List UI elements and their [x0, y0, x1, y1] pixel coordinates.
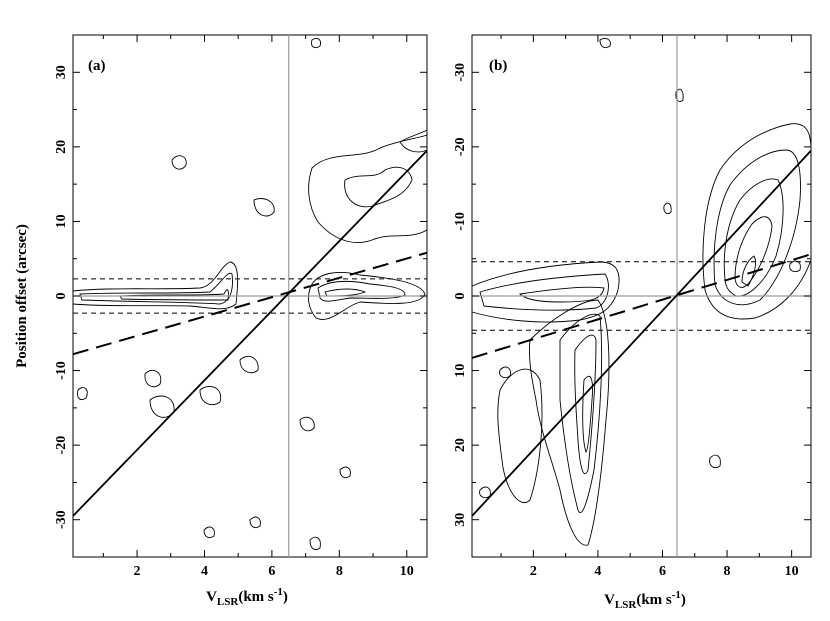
y-tick-label: -10: [54, 361, 69, 380]
contour: [599, 37, 611, 49]
contour: [199, 386, 222, 406]
panel-b-dashed-line: [471, 253, 812, 359]
panel-b: (b) 2 4 6 8 10 -30 -20 -10 0 10 20 30: [453, 34, 812, 579]
y-tick-label: 20: [54, 140, 69, 154]
x-label-end: ): [681, 592, 686, 608]
panel-a-x-axis-label: VLSR(km s-1): [206, 586, 288, 608]
x-label-main: V: [604, 592, 615, 608]
contour: [119, 289, 229, 301]
contour: [582, 375, 593, 453]
contour: [253, 198, 275, 217]
y-tick-label: 10: [453, 364, 468, 378]
y-tick-label: 0: [54, 293, 69, 300]
contour: [239, 356, 259, 374]
contour: [317, 280, 406, 302]
contour: [789, 260, 801, 273]
contour: [344, 166, 413, 208]
contour: [308, 134, 428, 244]
x-tick-label: 4: [201, 564, 208, 579]
contour: [663, 202, 672, 215]
x-tick-label: 4: [594, 564, 601, 579]
contour: [479, 486, 491, 499]
panel-b-contours: [471, 37, 812, 546]
y-tick-label: 20: [453, 438, 468, 452]
contour: [499, 366, 511, 379]
contour: [339, 466, 351, 479]
y-tick-label: -30: [54, 510, 69, 529]
panel-a-dashed-line: [72, 251, 428, 356]
contour: [79, 272, 233, 305]
contour: [203, 526, 215, 539]
y-tick-label: 30: [54, 65, 69, 79]
contour: [709, 454, 721, 469]
x-tick-label: 8: [724, 564, 731, 579]
contour: [741, 255, 757, 287]
contour: [497, 368, 543, 503]
panel-a-label: (a): [88, 58, 106, 74]
y-tick-label: -10: [453, 212, 468, 231]
contour: [675, 88, 684, 103]
panel-b-x-axis-label: VLSR(km s-1): [604, 589, 686, 611]
contour: [574, 334, 597, 475]
x-tick-label: 2: [134, 564, 141, 579]
contour: [77, 387, 88, 401]
panel-b-label: (b): [489, 58, 507, 74]
panel-a-contours: [72, 37, 428, 551]
panel-b-solid-line: [471, 149, 812, 517]
panel-a-ticks: 2 4 6 8 10 -30 -20 -10 0 10 20 30: [54, 34, 427, 579]
contour: [399, 129, 428, 153]
contour: [471, 261, 620, 323]
x-label-rest: (km s: [636, 592, 672, 608]
contour: [308, 272, 426, 320]
contour: [72, 261, 239, 310]
contour: [713, 149, 801, 306]
contour: [309, 536, 321, 551]
y-tick-label: -20: [453, 138, 468, 157]
x-label-sup: -1: [274, 586, 283, 598]
contour: [559, 313, 603, 513]
y-tick-label: 30: [453, 513, 468, 527]
x-tick-label: 6: [268, 564, 275, 579]
contour: [324, 288, 367, 297]
y-tick-label: 10: [54, 214, 69, 228]
panel-b-ticks: 2 4 6 8 10 -30 -20 -10 0 10 20 30: [453, 34, 811, 579]
x-label-sub: LSR: [615, 599, 637, 611]
x-tick-label: 8: [336, 564, 343, 579]
x-label-sup: -1: [672, 589, 681, 601]
x-label-rest: (km s: [238, 589, 274, 605]
y-tick-label: -30: [453, 63, 468, 82]
x-tick-label: 10: [400, 564, 414, 579]
panel-a: (a) 2 4 6 8 10 -30 -20 -10 0 10 20 30: [54, 34, 428, 579]
y-axis-label: Position offset (arcsec): [14, 224, 30, 368]
x-tick-label: 10: [785, 564, 799, 579]
contour: [519, 286, 605, 303]
contour: [734, 216, 773, 288]
x-tick-label: 2: [530, 564, 537, 579]
contour: [144, 370, 162, 388]
contour: [299, 416, 315, 432]
x-label-end: ): [283, 589, 288, 605]
panel-a-solid-line: [72, 149, 428, 517]
contour: [479, 273, 609, 311]
x-label-main: V: [206, 589, 217, 605]
contour: [529, 299, 610, 546]
y-tick-label: 0: [453, 293, 468, 300]
y-tick-label: -20: [54, 436, 69, 455]
contour: [311, 37, 321, 49]
x-tick-label: 6: [659, 564, 666, 579]
x-label-sub: LSR: [217, 596, 239, 608]
contour: [249, 516, 261, 529]
contour: [702, 123, 812, 320]
contour: [171, 155, 187, 170]
